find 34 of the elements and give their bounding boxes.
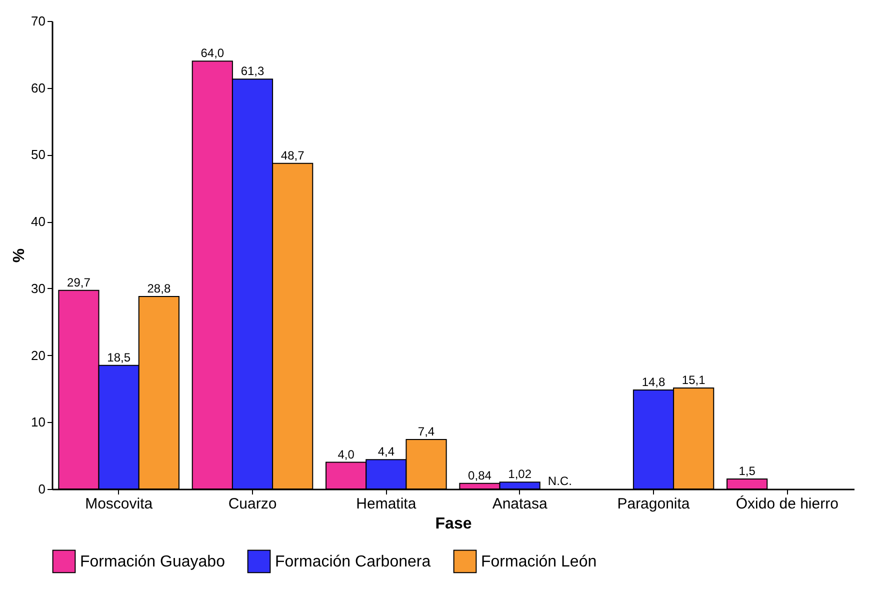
- x-tick-label: Paragonita: [617, 496, 690, 512]
- data-label: 1,02: [508, 467, 532, 482]
- data-label: 18,5: [107, 350, 131, 364]
- data-label: 4,4: [378, 444, 395, 459]
- text: N.C.: [548, 474, 572, 488]
- x-tick-label: Cuarzo: [228, 496, 277, 512]
- y-tick-label: 50: [31, 147, 46, 162]
- data-label: 29,7: [67, 275, 91, 290]
- x-tick-label: Hematita: [356, 496, 417, 512]
- data-label: 28,8: [147, 281, 171, 296]
- y-tick-label: 10: [31, 414, 46, 430]
- x-tick-label: Anatasa: [492, 496, 548, 512]
- y-axis-title: %: [11, 248, 28, 263]
- y-tick-label: 20: [31, 348, 46, 363]
- data-label: 1,5: [738, 464, 756, 478]
- legend-label: Formación Guayabo: [80, 553, 226, 570]
- x-tick-label: Óxido de hierro: [736, 494, 838, 512]
- data-label: 7,4: [418, 424, 435, 439]
- x-axis-title: Fase: [435, 516, 472, 532]
- y-tick-label: 70: [31, 14, 46, 28]
- y-tick-label: 30: [31, 280, 46, 296]
- data-label: 14,8: [642, 375, 666, 390]
- x-tick-label: Moscovita: [85, 496, 154, 512]
- legend-label: Formación Carbonera: [275, 553, 431, 570]
- legend-label: Formación León: [481, 553, 597, 570]
- data-label: 61,3: [240, 64, 264, 78]
- data-label: 4,0: [338, 447, 355, 462]
- y-tick-label: 40: [31, 214, 46, 230]
- y-tick-label: 60: [31, 80, 46, 96]
- data-label: 15,1: [682, 373, 706, 388]
- data-label: 48,7: [280, 148, 305, 162]
- data-label: 0,84: [468, 468, 492, 482]
- data-label: 64,0: [200, 46, 224, 60]
- y-tick-label: 0: [38, 482, 46, 496]
